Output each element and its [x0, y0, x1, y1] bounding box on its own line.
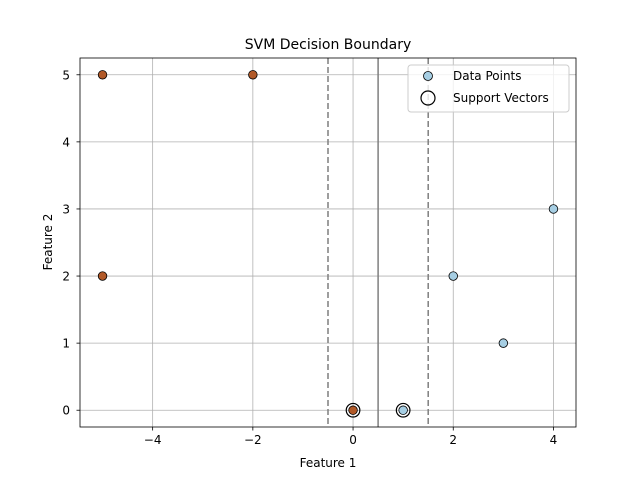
support-vector-0	[345, 402, 361, 418]
legend-frame	[407, 64, 570, 113]
data-point-3	[348, 405, 358, 415]
data-point-2	[97, 271, 108, 281]
data-point-1	[248, 70, 258, 80]
y-tick-label-1: 1	[62, 337, 70, 351]
y-axis-label: Feature 2	[41, 214, 55, 271]
data-point-4	[398, 405, 408, 415]
x-tick-label-4: 4	[550, 433, 558, 447]
axes-frame	[79, 57, 577, 428]
legend-data-points-label: Data Points	[453, 69, 522, 83]
x-tick-label-1: −2	[244, 433, 262, 447]
data-point-5	[448, 271, 458, 281]
y-tick-label-5: 5	[62, 68, 70, 82]
data-point-7	[548, 204, 559, 214]
y-tick-label-4: 4	[62, 135, 70, 149]
support-vector-1	[395, 402, 411, 418]
data-point-6	[498, 338, 509, 348]
data-point-0	[97, 70, 108, 80]
y-tick-label-2: 2	[62, 270, 70, 284]
x-tick-label-2: 0	[349, 433, 357, 447]
x-axis-label: Feature 1	[300, 456, 357, 470]
y-tick-label-3: 3	[62, 202, 70, 216]
chart-title: SVM Decision Boundary	[245, 37, 411, 53]
x-tick-label-0: −4	[144, 433, 162, 447]
legend-support-vectors-marker	[420, 90, 436, 106]
x-tick-label-3: 2	[449, 433, 457, 447]
legend-support-vectors-label: Support Vectors	[453, 91, 549, 105]
legend: Data Points Support Vectors	[407, 64, 570, 113]
plot-area: −4 −2 0 2 4 0 1 2 3 4 5	[62, 57, 577, 447]
legend-data-points-marker	[423, 71, 433, 81]
y-tick-label-0: 0	[62, 404, 70, 418]
